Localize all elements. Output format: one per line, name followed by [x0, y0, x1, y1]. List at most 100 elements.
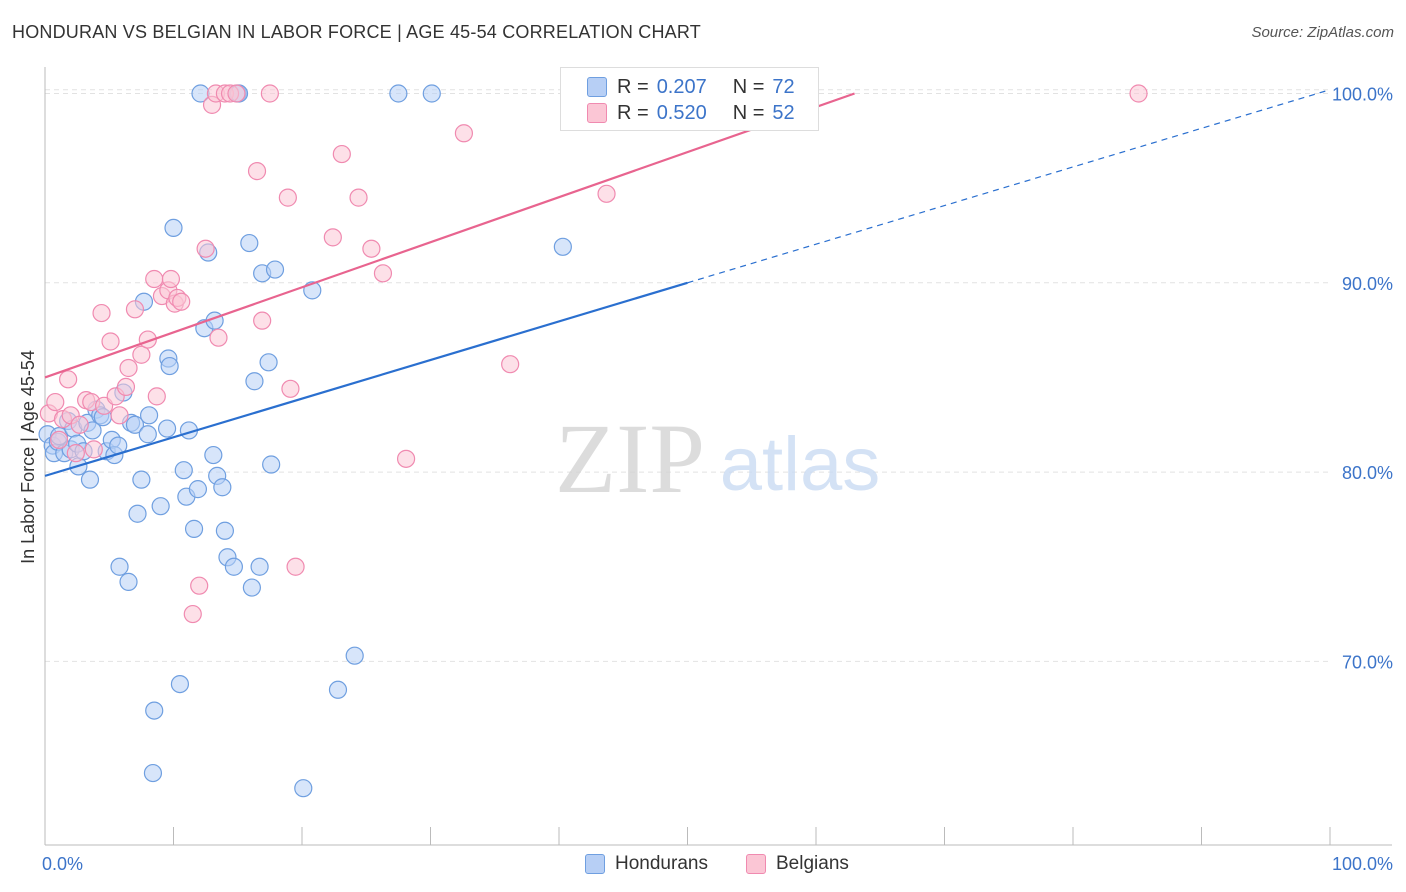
honduran-point	[553, 237, 572, 256]
honduran-point	[294, 779, 313, 798]
belgian-point	[70, 415, 89, 434]
belgian-point	[172, 292, 191, 311]
belgian-point	[132, 345, 151, 364]
r-value: 0.207	[656, 75, 707, 98]
trend-lines	[44, 89, 1331, 477]
hondurans-trend-extension	[687, 89, 1331, 284]
honduran-point	[345, 646, 364, 665]
belgian-point	[110, 406, 129, 425]
honduran-point	[245, 372, 264, 391]
honduran-point	[157, 419, 177, 438]
belgian-point	[59, 370, 78, 389]
grid-lines	[45, 89, 1330, 662]
belgians-swatch	[587, 103, 607, 123]
belgian-point	[209, 328, 228, 347]
belgian-point	[196, 239, 215, 258]
belgian-point	[119, 358, 138, 378]
axes	[44, 67, 1392, 846]
honduran-point	[422, 84, 441, 103]
honduran-point	[265, 260, 285, 279]
belgian-point	[278, 188, 297, 207]
belgian-point	[1129, 84, 1148, 103]
honduran-point	[138, 425, 157, 444]
y-axis-label: In Labor Force | Age 45-54	[18, 350, 38, 564]
n-label: N =	[732, 75, 765, 98]
honduran-point	[160, 356, 179, 376]
honduran-point	[145, 701, 164, 720]
belgian-point	[373, 264, 393, 283]
correlation-legend: R = 0.207 N = 72 R = 0.520 N = 52	[560, 67, 819, 131]
hondurans-points	[38, 84, 572, 798]
belgian-point	[50, 430, 69, 450]
honduran-point	[128, 504, 147, 523]
belgian-point	[260, 84, 279, 103]
r-label: R =	[617, 75, 649, 98]
honduran-point	[170, 674, 190, 694]
honduran-point	[389, 84, 408, 103]
legend-label-belgians: Belgians	[776, 853, 849, 874]
honduran-point	[132, 470, 151, 489]
belgian-point	[147, 387, 166, 406]
belgian-point	[66, 444, 85, 463]
belgian-point	[92, 303, 111, 323]
r-value: 0.520	[656, 101, 707, 124]
x-tick-label: 0.0%	[42, 854, 83, 874]
hondurans-trend-line	[44, 281, 688, 477]
belgian-point	[125, 300, 145, 319]
belgian-point	[454, 124, 474, 143]
honduran-point	[262, 455, 281, 474]
legend-belgians[interactable]: Belgians	[746, 851, 849, 877]
honduran-point	[188, 480, 208, 499]
honduran-point	[224, 557, 243, 576]
n-value: 52	[772, 101, 795, 124]
belgian-point	[253, 311, 272, 330]
honduran-point	[125, 415, 145, 434]
watermark: ZIP atlas	[555, 403, 880, 514]
honduran-point	[143, 763, 163, 783]
belgians-points	[39, 84, 1148, 624]
honduran-point	[110, 557, 129, 576]
belgians-swatch	[746, 854, 766, 874]
honduran-point	[80, 470, 100, 489]
honduran-point	[215, 521, 234, 540]
watermark-atlas: atlas	[720, 422, 881, 507]
belgians-trend-line	[44, 92, 855, 379]
honduran-point	[250, 557, 269, 576]
honduran-point	[184, 519, 204, 538]
belgian-point	[227, 84, 246, 103]
belgian-point	[116, 377, 136, 397]
honduran-point	[164, 218, 183, 238]
chart-title: HONDURAN VS BELGIAN IN LABOR FORCE | AGE…	[12, 22, 701, 42]
honduran-point	[139, 406, 159, 425]
hondurans-swatch	[585, 854, 605, 874]
legend-label-hondurans: Hondurans	[615, 853, 708, 874]
belgian-point	[247, 162, 267, 181]
y-tick-label: 70.0%	[1342, 652, 1393, 672]
honduran-point	[204, 445, 223, 465]
belgian-point	[362, 239, 381, 258]
y-tick-label: 80.0%	[1342, 463, 1393, 483]
honduran-point	[328, 680, 348, 699]
n-label: N =	[732, 101, 765, 124]
belgian-point	[597, 184, 616, 203]
belgian-point	[349, 188, 368, 207]
honduran-point	[213, 478, 232, 497]
belgian-point	[332, 144, 351, 164]
legend-hondurans[interactable]: Hondurans	[585, 851, 708, 877]
honduran-point	[240, 233, 259, 253]
r-label: R =	[617, 101, 649, 124]
belgian-point	[161, 269, 181, 289]
belgian-point	[323, 228, 342, 247]
honduran-point	[174, 461, 193, 480]
legend-row-belgians: R = 0.520 N = 52	[587, 100, 795, 126]
belgian-point	[286, 557, 305, 576]
belgian-point	[183, 604, 202, 624]
watermark-zip: ZIP	[555, 403, 705, 514]
legend-row-hondurans: R = 0.207 N = 72	[587, 74, 795, 100]
belgian-point	[501, 355, 520, 374]
belgian-point	[84, 440, 103, 459]
belgian-point	[396, 449, 416, 468]
y-tick-label: 90.0%	[1342, 274, 1393, 294]
y-tick-label: 100.0%	[1332, 85, 1393, 105]
